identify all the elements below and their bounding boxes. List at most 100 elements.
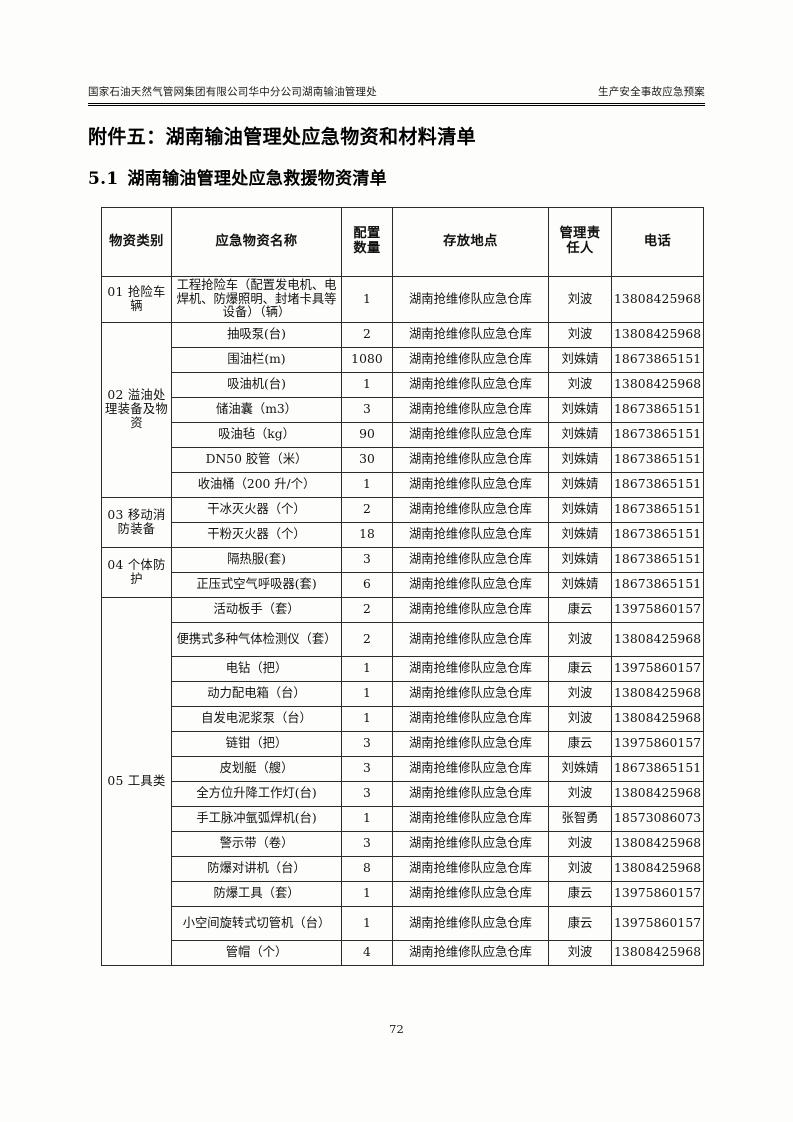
cell-material-name: 小空间旋转式切管机（台） bbox=[171, 906, 342, 941]
table-row: 正压式空气呼吸器(套) 6 湖南抢维修队应急仓库 刘姝婧 18673865151 bbox=[102, 572, 704, 598]
section-number: 5.1 bbox=[88, 169, 119, 189]
cell-phone: 18673865151 bbox=[611, 347, 704, 373]
cell-manager: 康云 bbox=[548, 731, 612, 757]
cell-quantity: 8 bbox=[341, 856, 393, 882]
cell-manager: 刘姝婧 bbox=[548, 756, 612, 782]
cell-manager: 刘波 bbox=[548, 322, 612, 348]
cell-quantity: 1 bbox=[341, 276, 393, 323]
cell-quantity: 1 bbox=[341, 372, 393, 398]
cell-manager: 康云 bbox=[548, 597, 612, 623]
cell-category: 03 移动消防装备 bbox=[101, 497, 172, 548]
cell-material-name: 防爆工具（套） bbox=[171, 881, 342, 907]
table-row: 自发电泥浆泵（台） 1 湖南抢维修队应急仓库 刘波 13808425968 bbox=[102, 706, 704, 732]
column-header-phone: 电话 bbox=[611, 207, 704, 277]
emergency-materials-table: 物资类别 应急物资名称 配置 数量 存放地点 管理责 任人 电话 01 抢险车辆… bbox=[101, 207, 704, 966]
cell-phone: 13808425968 bbox=[611, 856, 704, 882]
cell-phone: 18673865151 bbox=[611, 756, 704, 782]
column-header-quantity-line1: 配置 bbox=[353, 226, 381, 242]
cell-quantity: 1 bbox=[341, 681, 393, 707]
table-row: DN50 胶管（米） 30 湖南抢维修队应急仓库 刘姝婧 18673865151 bbox=[102, 447, 704, 473]
column-header-manager: 管理责 任人 bbox=[548, 207, 612, 277]
cell-phone: 13808425968 bbox=[611, 681, 704, 707]
column-header-manager-line1: 管理责 bbox=[559, 226, 601, 242]
cell-location: 湖南抢维修队应急仓库 bbox=[392, 397, 549, 423]
cell-manager: 刘姝婧 bbox=[548, 547, 612, 573]
cell-category: 04 个体防护 bbox=[101, 547, 172, 598]
cell-manager: 刘波 bbox=[548, 781, 612, 807]
cell-quantity: 3 bbox=[341, 831, 393, 857]
table-row: 干粉灭火器（个） 18 湖南抢维修队应急仓库 刘姝婧 18673865151 bbox=[102, 522, 704, 548]
cell-manager: 刘波 bbox=[548, 276, 612, 323]
cell-quantity: 2 bbox=[341, 622, 393, 657]
cell-location: 湖南抢维修队应急仓库 bbox=[392, 622, 549, 657]
cell-location: 湖南抢维修队应急仓库 bbox=[392, 756, 549, 782]
materials-table-container: 物资类别 应急物资名称 配置 数量 存放地点 管理责 任人 电话 01 抢险车辆… bbox=[101, 207, 704, 966]
cell-material-name: 管帽（个） bbox=[171, 940, 342, 966]
table-row: 电钻（把） 1 湖南抢维修队应急仓库 康云 13975860157 bbox=[102, 656, 704, 682]
table-row: 手工脉冲氩弧焊机(台) 1 湖南抢维修队应急仓库 张智勇 18573086073 bbox=[102, 806, 704, 832]
cell-material-name: 警示带（卷） bbox=[171, 831, 342, 857]
cell-manager: 张智勇 bbox=[548, 806, 612, 832]
cell-material-name: 工程抢险车（配置发电机、电焊机、防爆照明、封堵卡具等设备）（辆） bbox=[171, 276, 342, 323]
header-company-name: 国家石油天然气管网集团有限公司华中分公司湖南输油管理处 bbox=[88, 86, 377, 98]
cell-phone: 13808425968 bbox=[611, 622, 704, 657]
cell-manager: 刘波 bbox=[548, 622, 612, 657]
cell-quantity: 3 bbox=[341, 781, 393, 807]
cell-phone: 13975860157 bbox=[611, 656, 704, 682]
cell-phone: 13808425968 bbox=[611, 831, 704, 857]
cell-material-name: 全方位升降工作灯(台) bbox=[171, 781, 342, 807]
page-title: 附件五：湖南输油管理处应急物资和材料清单 bbox=[88, 126, 477, 148]
cell-material-name: 皮划艇（艘） bbox=[171, 756, 342, 782]
cell-phone: 13808425968 bbox=[611, 781, 704, 807]
cell-material-name: 隔热服(套) bbox=[171, 547, 342, 573]
cell-material-name: 防爆对讲机（台） bbox=[171, 856, 342, 882]
cell-manager: 刘姝婧 bbox=[548, 572, 612, 598]
table-row: 围油栏(m) 1080 湖南抢维修队应急仓库 刘姝婧 18673865151 bbox=[102, 347, 704, 373]
cell-manager: 康云 bbox=[548, 881, 612, 907]
table-row: 收油桶（200 升/个） 1 湖南抢维修队应急仓库 刘姝婧 18673865151 bbox=[102, 472, 704, 498]
cell-material-name: 自发电泥浆泵（台） bbox=[171, 706, 342, 732]
cell-quantity: 6 bbox=[341, 572, 393, 598]
cell-quantity: 2 bbox=[341, 497, 393, 523]
header-rule-thin bbox=[88, 103, 705, 104]
table-row: 管帽（个） 4 湖南抢维修队应急仓库 刘波 13808425968 bbox=[102, 940, 704, 966]
column-header-quantity: 配置 数量 bbox=[341, 207, 393, 277]
cell-location: 湖南抢维修队应急仓库 bbox=[392, 706, 549, 732]
cell-phone: 13808425968 bbox=[611, 940, 704, 966]
cell-location: 湖南抢维修队应急仓库 bbox=[392, 572, 549, 598]
header-divider-rule bbox=[88, 103, 705, 106]
cell-location: 湖南抢维修队应急仓库 bbox=[392, 656, 549, 682]
cell-phone: 13808425968 bbox=[611, 706, 704, 732]
cell-phone: 18673865151 bbox=[611, 522, 704, 548]
column-header-quantity-line2: 数量 bbox=[353, 241, 381, 256]
cell-manager: 刘波 bbox=[548, 706, 612, 732]
table-row: 防爆工具（套） 1 湖南抢维修队应急仓库 康云 13975860157 bbox=[102, 881, 704, 907]
table-row: 链钳（把） 3 湖南抢维修队应急仓库 康云 13975860157 bbox=[102, 731, 704, 757]
table-body: 01 抢险车辆 工程抢险车（配置发电机、电焊机、防爆照明、封堵卡具等设备）（辆） 1… bbox=[101, 276, 704, 966]
cell-phone: 13808425968 bbox=[611, 372, 704, 398]
table-row: 03 移动消防装备 干冰灭火器（个） 2 湖南抢维修队应急仓库 刘姝婧 186738651… bbox=[101, 497, 704, 548]
cell-material-name: 储油囊（m3） bbox=[171, 397, 342, 423]
cell-material-name: 吸油机(台) bbox=[171, 372, 342, 398]
cell-manager: 康云 bbox=[548, 906, 612, 941]
cell-location: 湖南抢维修队应急仓库 bbox=[392, 881, 549, 907]
table-row: 防爆对讲机（台） 8 湖南抢维修队应急仓库 刘波 13808425968 bbox=[102, 856, 704, 882]
table-row: 吸油毡（kg） 90 湖南抢维修队应急仓库 刘姝婧 18673865151 bbox=[102, 422, 704, 448]
cell-material-name: 正压式空气呼吸器(套) bbox=[171, 572, 342, 598]
cell-quantity: 3 bbox=[341, 547, 393, 573]
table-row: 01 抢险车辆 工程抢险车（配置发电机、电焊机、防爆照明、封堵卡具等设备）（辆） 1… bbox=[101, 276, 704, 323]
cell-material-name: DN50 胶管（米） bbox=[171, 447, 342, 473]
cell-material-name: 动力配电箱（台） bbox=[171, 681, 342, 707]
cell-phone: 13808425968 bbox=[611, 276, 704, 323]
cell-phone: 13975860157 bbox=[611, 731, 704, 757]
cell-location: 湖南抢维修队应急仓库 bbox=[392, 472, 549, 498]
cell-quantity: 3 bbox=[341, 397, 393, 423]
cell-manager: 刘波 bbox=[548, 372, 612, 398]
table-row: 储油囊（m3） 3 湖南抢维修队应急仓库 刘姝婧 18673865151 bbox=[102, 397, 704, 423]
cell-quantity: 1 bbox=[341, 906, 393, 941]
cell-quantity: 1 bbox=[341, 881, 393, 907]
cell-location: 湖南抢维修队应急仓库 bbox=[392, 940, 549, 966]
cell-phone: 18573086073 bbox=[611, 806, 704, 832]
cell-location: 湖南抢维修队应急仓库 bbox=[392, 497, 549, 523]
